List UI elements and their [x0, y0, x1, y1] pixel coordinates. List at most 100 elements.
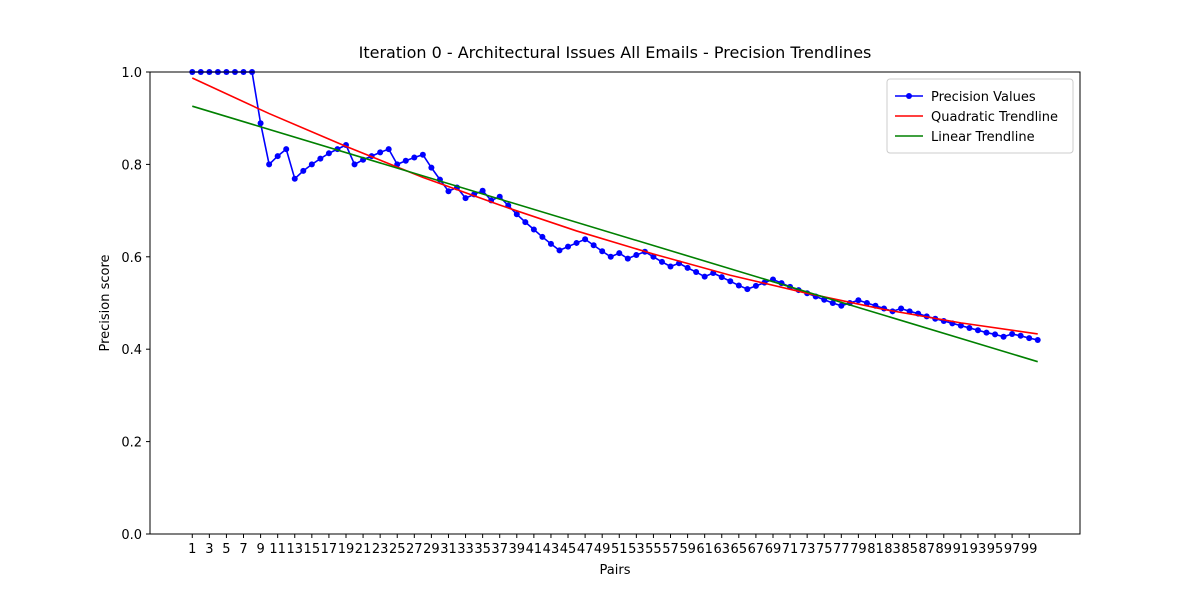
data-point — [607, 253, 614, 260]
x-tick-label: 17 — [321, 542, 338, 557]
y-axis-label: Precision score — [98, 254, 113, 351]
x-tick-label: 91 — [953, 542, 970, 557]
data-point — [1034, 336, 1041, 343]
x-tick-label: 95 — [987, 542, 1004, 557]
data-point — [693, 269, 700, 276]
y-tick-label: 0.4 — [121, 343, 142, 358]
data-point — [863, 300, 870, 306]
data-point — [402, 157, 409, 164]
data-point — [983, 329, 990, 336]
data-point — [274, 153, 281, 160]
x-tick-label: 55 — [645, 542, 662, 557]
data-point — [590, 242, 597, 249]
x-tick-label: 67 — [748, 542, 765, 557]
x-tick-label: 69 — [765, 542, 782, 557]
data-point — [582, 236, 589, 243]
y-tick-label: 1.0 — [121, 66, 142, 81]
data-point — [317, 155, 324, 162]
data-point — [351, 161, 358, 168]
x-tick-label: 15 — [304, 542, 321, 557]
x-tick-label: 61 — [696, 542, 713, 557]
x-axis-label: Pairs — [600, 563, 631, 578]
data-point — [667, 263, 674, 270]
data-point — [479, 187, 486, 194]
data-point — [829, 300, 836, 306]
x-tick-label: 27 — [406, 542, 423, 557]
y-tick-label: 0.2 — [121, 436, 142, 451]
x-tick-label: 5 — [222, 542, 230, 557]
data-point — [752, 282, 759, 289]
x-tick-label: 85 — [901, 542, 918, 557]
data-point — [1009, 330, 1016, 337]
x-tick-label: 35 — [474, 542, 491, 557]
x-tick-label: 31 — [440, 542, 457, 557]
x-tick-label: 49 — [594, 542, 611, 557]
data-point — [718, 274, 725, 281]
y-tick-label: 0.8 — [121, 158, 142, 173]
x-tick-label: 41 — [526, 542, 543, 557]
data-point — [838, 302, 845, 309]
x-tick-label: 99 — [1021, 542, 1038, 557]
data-point — [658, 258, 665, 265]
data-point — [291, 175, 298, 182]
x-tick-label: 71 — [782, 542, 799, 557]
data-point — [735, 282, 742, 289]
data-point — [547, 240, 554, 247]
x-tick-label: 51 — [611, 542, 628, 557]
data-point — [1026, 335, 1033, 342]
legend: Precision Values Quadratic Trendline Linea… — [886, 78, 1074, 154]
x-tick-label: 3 — [205, 542, 213, 557]
x-tick-label: 11 — [269, 542, 286, 557]
x-tick-label: 75 — [816, 542, 833, 557]
data-point — [744, 286, 751, 293]
chart-title: Iteration 0 - Architectural Issues All E… — [359, 43, 872, 62]
x-tick-label: 37 — [491, 542, 508, 557]
data-point — [539, 233, 546, 240]
legend-label: Linear Trendline — [931, 130, 1035, 145]
x-tick-label: 25 — [389, 542, 406, 557]
data-point — [283, 146, 290, 153]
x-tick-label: 87 — [918, 542, 935, 557]
x-tick-label: 93 — [970, 542, 987, 557]
data-point — [513, 211, 520, 218]
data-point — [957, 322, 964, 329]
data-point — [633, 251, 640, 258]
legend-marker — [906, 93, 912, 99]
data-point — [266, 161, 273, 168]
x-tick-label: 81 — [867, 542, 884, 557]
data-point — [411, 154, 418, 161]
data-point — [445, 188, 452, 195]
data-point — [974, 327, 981, 334]
data-point — [992, 331, 999, 338]
x-tick-label: 59 — [679, 542, 696, 557]
x-tick-label: 79 — [850, 542, 867, 557]
data-point — [428, 164, 435, 171]
data-point — [573, 239, 580, 246]
data-point — [556, 247, 563, 254]
plot-frame — [149, 71, 1081, 535]
data-point — [462, 195, 469, 202]
y-tick-label: 0.0 — [121, 528, 142, 543]
x-tick-label: 53 — [628, 542, 645, 557]
data-point — [522, 219, 529, 226]
data-point — [906, 308, 913, 315]
data-point — [684, 264, 691, 271]
legend-label: Precision Values — [931, 90, 1036, 105]
x-tick-label: 33 — [457, 542, 474, 557]
x-tick-label: 47 — [577, 542, 594, 557]
x-tick-label: 65 — [731, 542, 748, 557]
x-tick-label: 57 — [662, 542, 679, 557]
y-tick-label: 0.6 — [121, 251, 142, 266]
data-point — [257, 120, 264, 127]
data-point — [308, 161, 315, 168]
data-point — [898, 305, 905, 312]
data-point — [1017, 332, 1024, 339]
x-tick-label: 21 — [355, 542, 372, 557]
x-tick-label: 29 — [423, 542, 440, 557]
x-tick-label: 39 — [509, 542, 526, 557]
x-tick-label: 73 — [799, 542, 816, 557]
data-point — [530, 226, 537, 233]
x-tick-label: 1 — [188, 542, 196, 557]
x-tick-label: 13 — [286, 542, 303, 557]
